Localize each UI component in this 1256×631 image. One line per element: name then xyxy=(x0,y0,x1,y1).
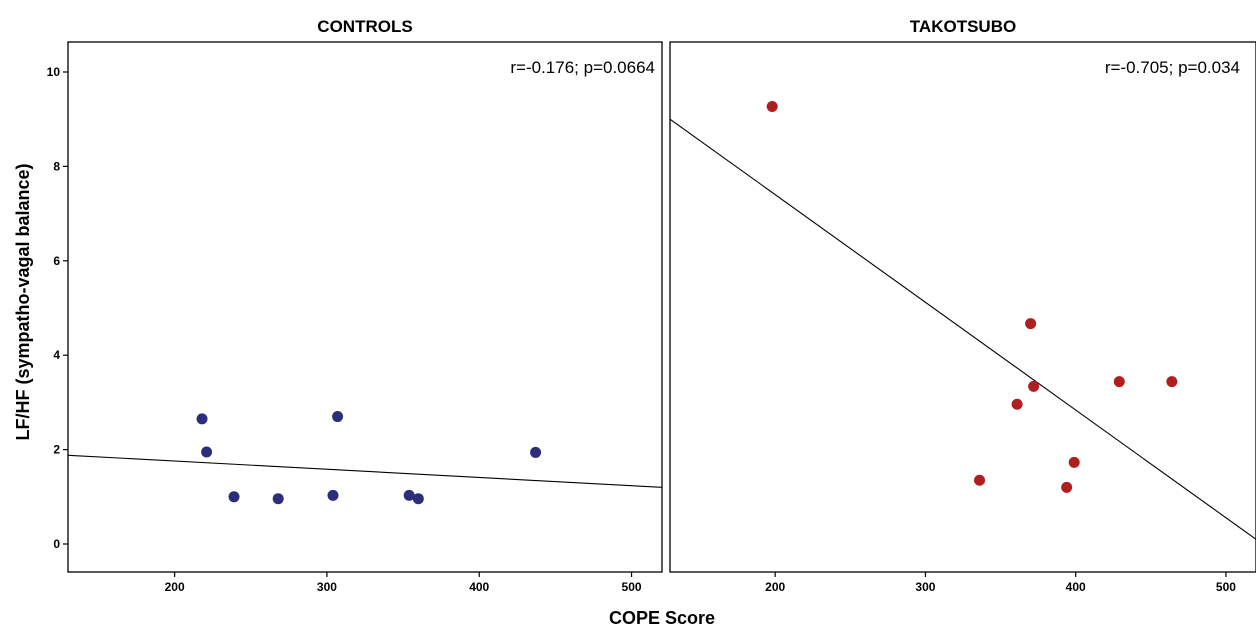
panels: CONTROLS r=-0.176; p=0.0664 0 2 4 6 8 10 200 300 4… xyxy=(47,17,1256,594)
x-tick-label: 200 xyxy=(765,580,785,594)
data-point xyxy=(201,446,213,458)
data-point xyxy=(766,100,778,112)
panel-takotsubo: TAKOTSUBO r=-0.705; p=0.034 200 300 400 500 xyxy=(669,17,1256,594)
data-point xyxy=(196,413,208,425)
panel-title: CONTROLS xyxy=(317,17,412,36)
data-point xyxy=(403,489,415,501)
y-axis-title: LF/HF (sympatho-vagal balance) xyxy=(13,163,33,440)
panel-title: TAKOTSUBO xyxy=(910,17,1016,36)
x-tick-label: 300 xyxy=(317,580,337,594)
data-point xyxy=(412,493,424,505)
data-point xyxy=(1011,398,1023,410)
plot-frame xyxy=(669,41,1256,573)
y-tick-label: 2 xyxy=(53,443,60,457)
x-axis-title: COPE Score xyxy=(609,608,715,628)
data-point xyxy=(974,474,986,486)
data-point xyxy=(327,489,339,501)
regression-line xyxy=(68,454,662,488)
panel-controls: CONTROLS r=-0.176; p=0.0664 0 2 4 6 8 10 200 300 4… xyxy=(47,17,663,594)
data-point xyxy=(1166,376,1178,388)
y-tick-label: 10 xyxy=(47,65,61,79)
regression-line xyxy=(670,118,1256,540)
y-tick-label: 8 xyxy=(53,159,60,173)
y-tick-label: 6 xyxy=(53,254,60,268)
data-point xyxy=(228,491,240,503)
data-point xyxy=(1068,456,1080,468)
stats-annotation: r=-0.705; p=0.034 xyxy=(1105,58,1240,77)
stats-annotation: r=-0.176; p=0.0664 xyxy=(510,58,655,77)
y-tick-label: 0 xyxy=(53,537,60,551)
data-point xyxy=(332,411,344,423)
data-point xyxy=(1113,376,1125,388)
x-tick-label: 400 xyxy=(1066,580,1086,594)
y-tick-label: 4 xyxy=(53,348,60,362)
data-point xyxy=(1025,318,1037,330)
x-tick-label: 500 xyxy=(622,580,642,594)
data-point xyxy=(1061,481,1073,493)
x-tick-label: 300 xyxy=(915,580,935,594)
data-point xyxy=(530,446,542,458)
x-tick-label: 200 xyxy=(165,580,185,594)
data-point xyxy=(272,493,284,505)
data-point xyxy=(1028,380,1040,392)
x-tick-label: 400 xyxy=(469,580,489,594)
x-tick-label: 500 xyxy=(1216,580,1236,594)
plot-frame xyxy=(67,41,663,573)
